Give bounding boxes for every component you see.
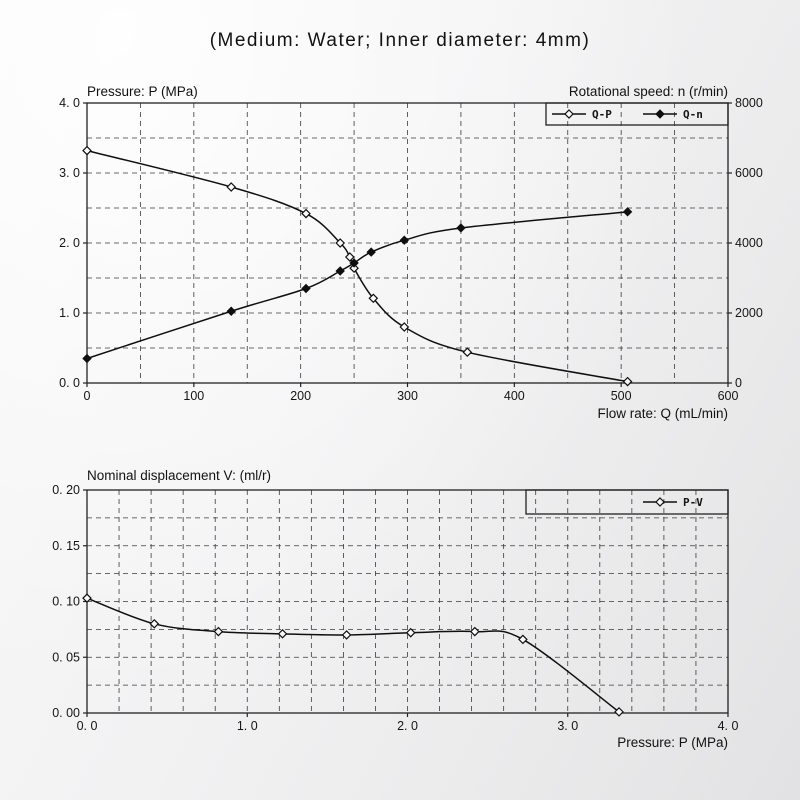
top-chart-right-axis-title: Rotational speed: n (r/min) <box>568 84 728 99</box>
open-diamond-marker <box>368 293 379 304</box>
open-diamond-marker <box>301 208 311 219</box>
y-tick-label-right: 4000 <box>735 236 763 250</box>
filled-diamond-marker <box>335 266 345 276</box>
legend-filled-diamond-marker <box>655 109 665 119</box>
open-diamond-marker <box>614 707 624 717</box>
filled-diamond-marker <box>301 283 311 294</box>
y-tick-label-left: 1. 0 <box>59 306 80 320</box>
open-diamond-marker <box>518 634 528 645</box>
filled-diamond-marker <box>456 223 466 233</box>
filled-diamond-marker <box>366 247 376 257</box>
x-tick-label: 400 <box>504 389 525 403</box>
bottom-chart-y-axis-title: Nominal displacement V: (ml/r) <box>87 468 272 483</box>
x-tick-label: 3. 0 <box>557 719 578 733</box>
y-tick-label-right: 6000 <box>735 166 763 180</box>
open-diamond-marker <box>226 182 237 192</box>
y-tick-label-left: 0. 20 <box>52 483 80 497</box>
legend-open-diamond-marker <box>564 109 574 119</box>
legend-open-diamond-marker <box>655 497 665 507</box>
page-title: (Medium: Water; Inner diameter: 4mm) <box>209 30 591 51</box>
legend-label: Q-P <box>592 108 612 121</box>
y-tick-label-left: 0. 05 <box>52 650 80 664</box>
open-diamond-marker <box>344 252 355 262</box>
filled-diamond-marker <box>399 235 410 245</box>
x-tick-label: 500 <box>611 389 632 403</box>
x-tick-label: 0. 0 <box>77 719 98 733</box>
open-diamond-marker <box>399 322 410 332</box>
legend-box <box>545 102 729 126</box>
open-diamond-marker <box>213 626 224 637</box>
series-line-p-v <box>86 597 620 713</box>
filled-diamond-marker <box>622 207 633 217</box>
open-diamond-marker <box>622 376 633 387</box>
y-tick-label-right: 2000 <box>735 306 763 320</box>
x-tick-label: 200 <box>290 389 311 403</box>
top-chart-x-axis-title: Flow rate: Q (mL/min) <box>597 406 728 421</box>
x-tick-label: 2. 0 <box>397 719 418 733</box>
open-diamond-marker <box>277 628 288 639</box>
open-diamond-marker <box>341 630 352 640</box>
y-tick-label-left: 3. 0 <box>59 166 80 180</box>
open-diamond-marker <box>349 263 359 274</box>
filled-diamond-marker <box>349 258 359 268</box>
open-diamond-marker <box>149 618 160 629</box>
legend-label: Q-n <box>683 108 703 121</box>
y-tick-label-right: 8000 <box>735 96 763 110</box>
open-diamond-marker <box>469 626 480 637</box>
open-diamond-marker <box>82 593 92 604</box>
x-tick-label: 100 <box>183 389 204 403</box>
open-diamond-marker <box>335 238 346 248</box>
x-tick-label: 0 <box>84 389 91 403</box>
y-tick-label-right: 0 <box>735 376 742 390</box>
open-diamond-marker <box>82 145 92 156</box>
y-tick-label-left: 0. 15 <box>52 539 80 553</box>
y-tick-label-left: 2. 0 <box>59 236 80 250</box>
y-tick-label-left: 0. 10 <box>52 595 80 609</box>
y-tick-label-left: 4. 0 <box>59 96 80 110</box>
x-tick-label: 600 <box>718 389 739 403</box>
y-tick-label-left: 0. 00 <box>52 706 80 720</box>
bottom-chart-x-axis-title: Pressure: P (MPa) <box>617 735 728 750</box>
legend-label: P-V <box>683 496 703 509</box>
x-tick-label: 1. 0 <box>237 719 258 733</box>
x-tick-label: 4. 0 <box>718 719 739 733</box>
y-tick-label-left: 0. 0 <box>59 376 80 390</box>
open-diamond-marker <box>462 347 473 358</box>
top-chart-left-axis-title: Pressure: P (MPa) <box>87 84 198 99</box>
open-diamond-marker <box>405 627 416 638</box>
x-tick-label: 300 <box>397 389 418 403</box>
filled-diamond-marker <box>82 353 92 364</box>
filled-diamond-marker <box>226 306 236 316</box>
legend-box <box>525 489 729 515</box>
